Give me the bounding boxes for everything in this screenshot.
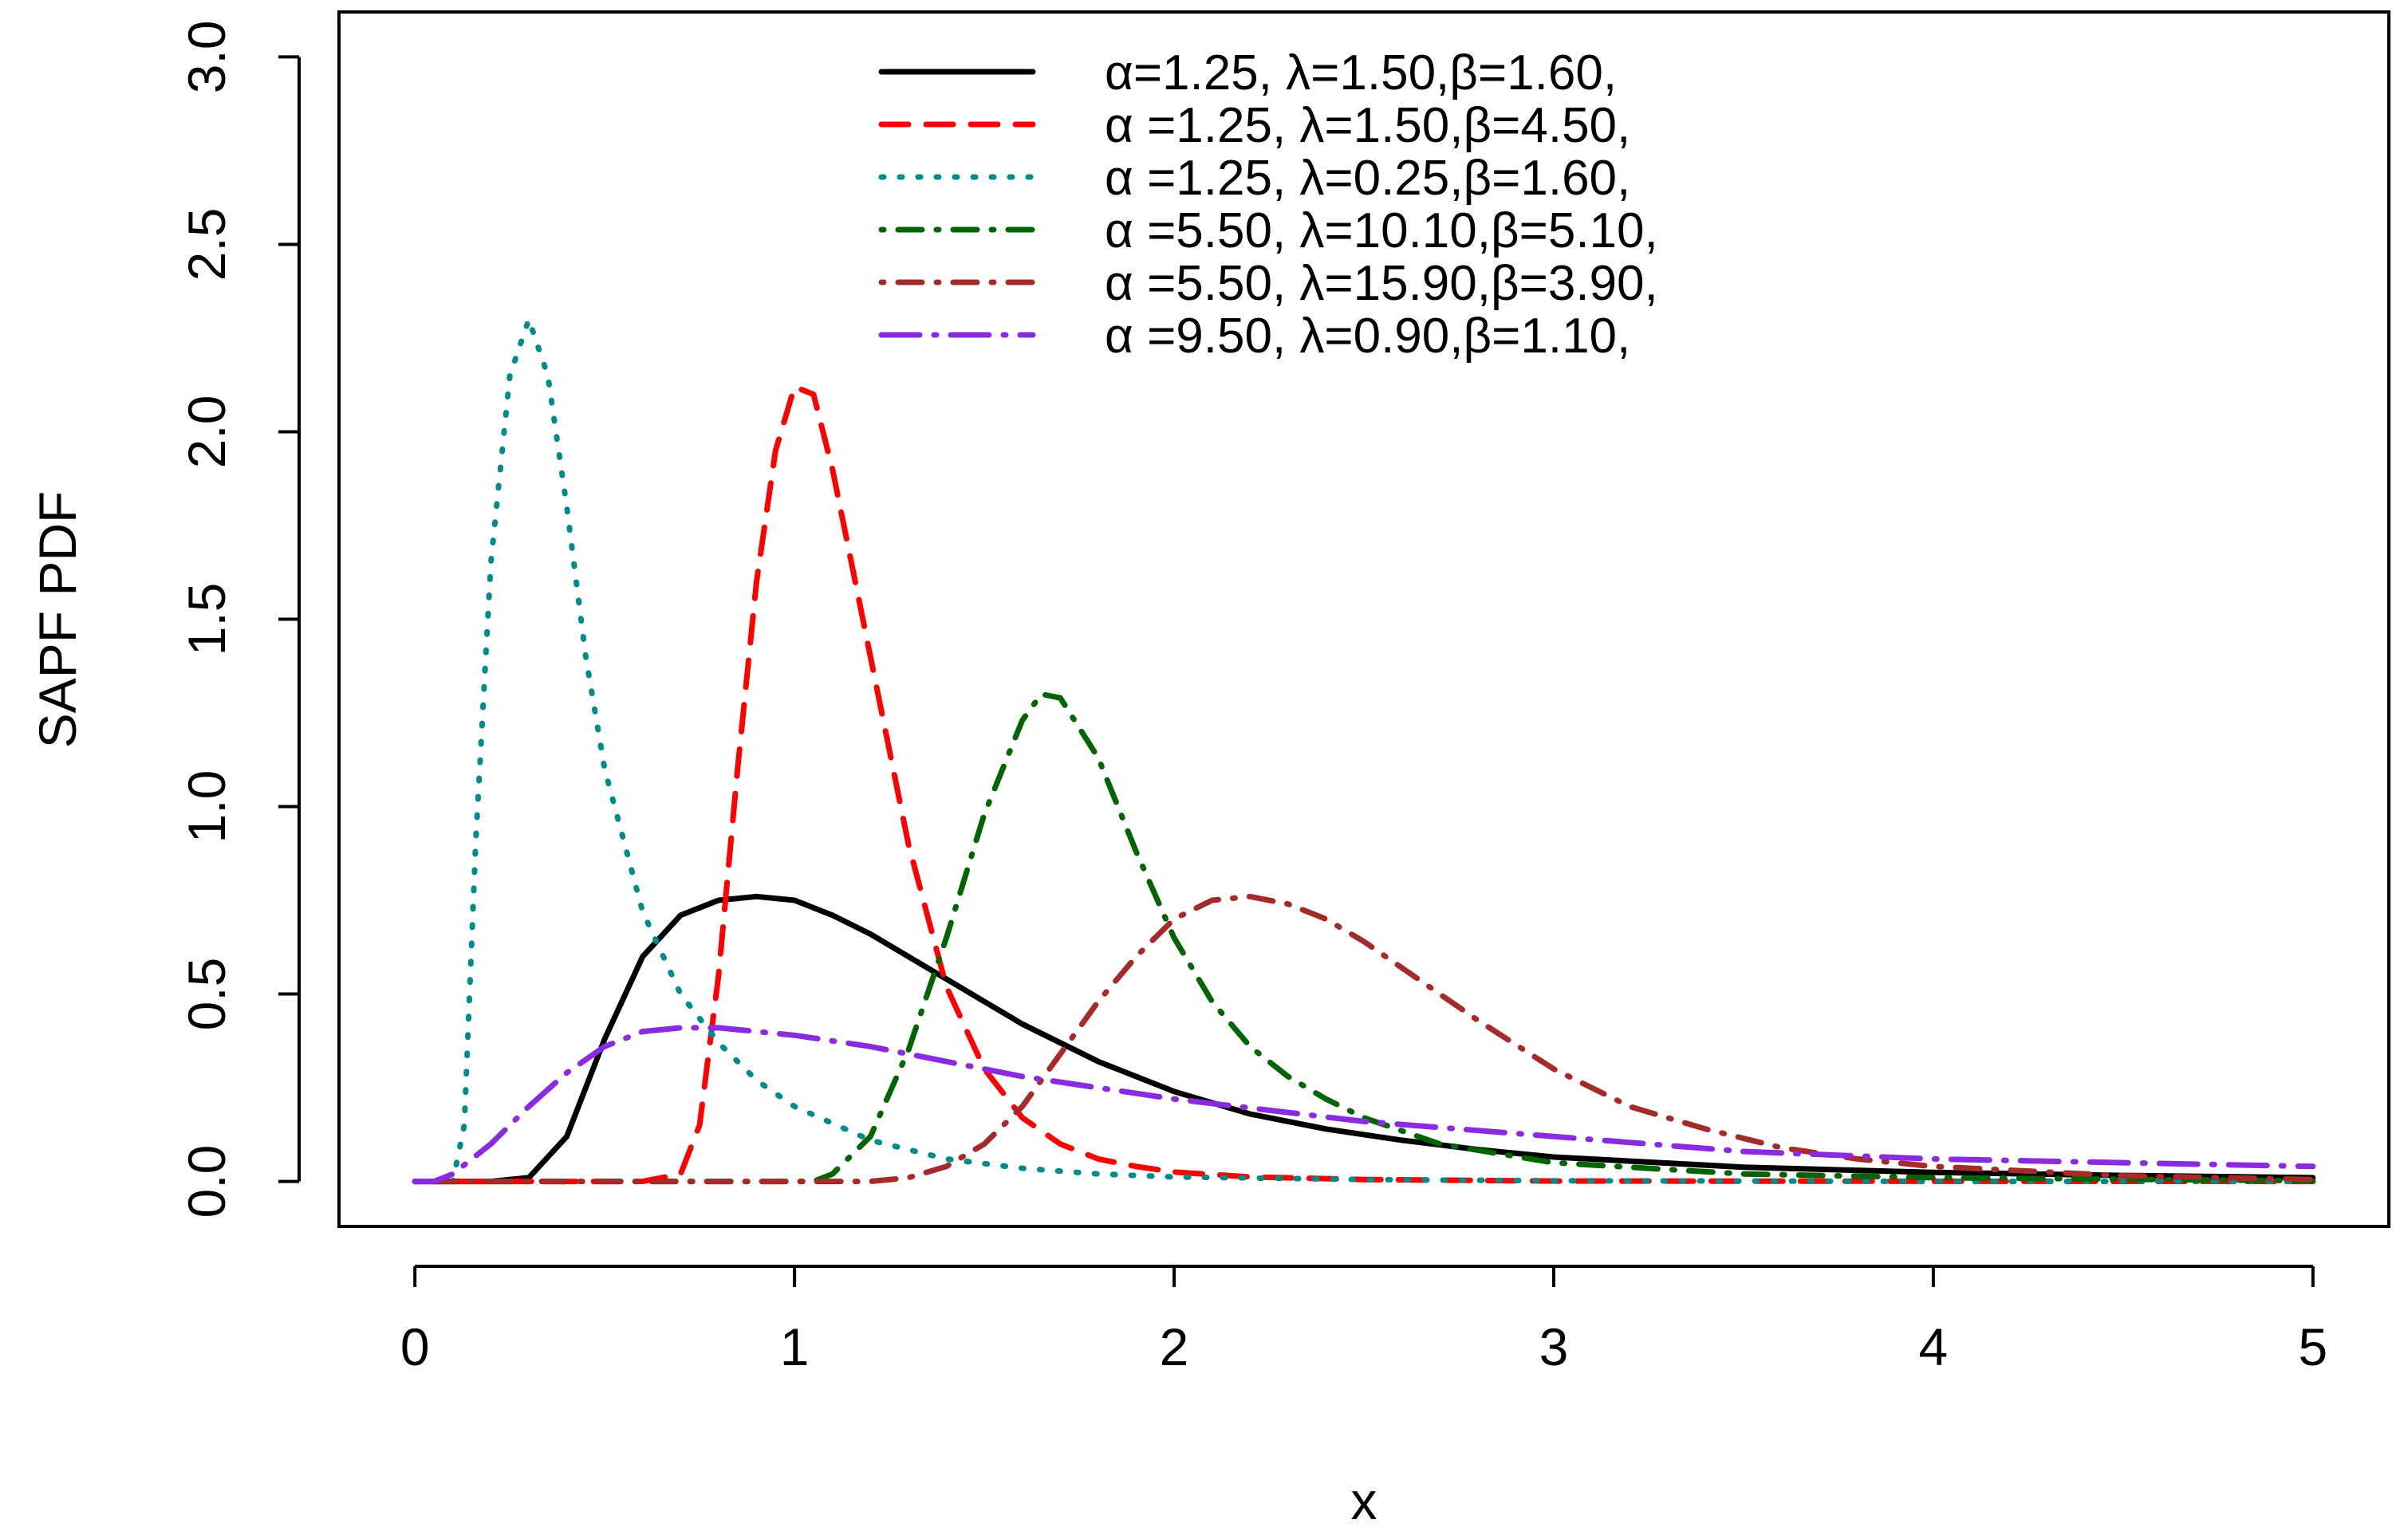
- y-tick-label: 3.0: [177, 21, 236, 94]
- y-tick-label: 0.5: [177, 958, 236, 1031]
- series-line-6: [412, 1025, 2316, 1185]
- y-tick-label: 0.0: [177, 1145, 236, 1218]
- legend: α=1.25, λ=1.50,β=1.60,α =1.25, λ=1.50,β=…: [878, 45, 1658, 364]
- x-tick-label: 0: [400, 1317, 430, 1376]
- x-tick-label: 5: [2298, 1317, 2327, 1376]
- legend-label-4: α =5.50, λ=10.10,β=5.10,: [1105, 203, 1658, 258]
- legend-label-6: α =9.50, λ=0.90,β=1.10,: [1105, 309, 1630, 364]
- x-axis-label: x: [1351, 1471, 1377, 1530]
- series-line-3: [412, 317, 2316, 1185]
- x-tick-label: 2: [1160, 1317, 1189, 1376]
- y-axis: 0.0 0.5 1.0 1.5 2.0 2.5 3.0: [177, 21, 301, 1218]
- y-tick-label: 2.5: [177, 208, 236, 281]
- legend-label-3: α =1.25, λ=0.25,β=1.60,: [1105, 151, 1630, 206]
- series-line-4: [412, 691, 2316, 1185]
- x-axis: 0 1 2 3 4 5: [400, 1265, 2327, 1376]
- legend-label-5: α =5.50, λ=15.90,β=3.90,: [1105, 256, 1658, 311]
- series-line-2: [412, 384, 2316, 1185]
- x-tick-label: 1: [780, 1317, 810, 1376]
- series-layer: [412, 317, 2316, 1185]
- series-line-1: [412, 893, 2316, 1185]
- y-tick-label: 1.5: [177, 583, 236, 656]
- x-tick-label: 3: [1539, 1317, 1569, 1376]
- legend-label-2: α =1.25, λ=1.50,β=4.50,: [1105, 98, 1630, 153]
- x-tick-label: 4: [1919, 1317, 1949, 1376]
- y-axis-label: SAPF PDF: [28, 491, 87, 749]
- legend-label-1: α=1.25, λ=1.50,β=1.60,: [1105, 45, 1617, 100]
- plot-frame: [337, 10, 2390, 1228]
- y-tick-label: 1.0: [177, 770, 236, 844]
- y-tick-label: 2.0: [177, 396, 236, 469]
- series-line-5: [412, 893, 2316, 1185]
